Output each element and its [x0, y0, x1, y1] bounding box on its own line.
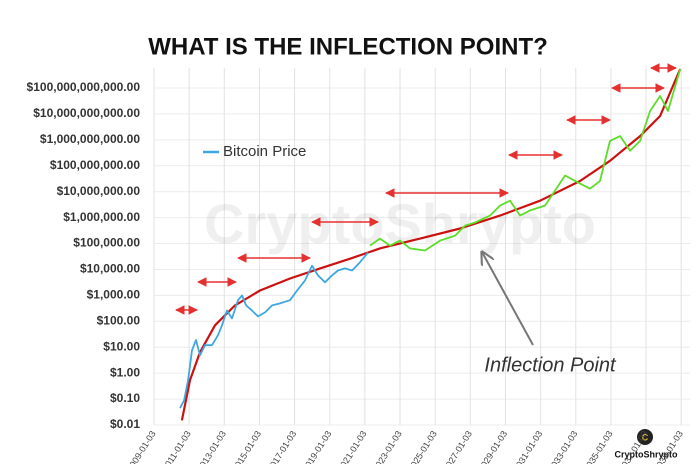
y-tick-label: $1,000.00: [87, 288, 141, 302]
y-tick-label: $10.00: [103, 339, 140, 353]
y-tick-label: $10,000,000.00: [57, 184, 141, 198]
y-tick-label: $100,000.00: [73, 236, 140, 250]
x-tick-label: 2013-01-03: [195, 429, 228, 464]
series-line: [179, 251, 369, 409]
x-tick-label: 2035-01-03: [582, 429, 615, 464]
plot: [179, 68, 682, 421]
grid: [153, 68, 690, 426]
annotation-arrow: [482, 252, 534, 346]
x-tick-label: 2027-01-03: [441, 429, 474, 464]
chart-title: WHAT IS THE INFLECTION POINT?: [148, 33, 548, 60]
x-tick-label: 2009-01-03: [125, 429, 158, 464]
y-tick-label: $100,000,000.00: [50, 158, 140, 172]
y-tick-label: $100,000,000,000.00: [27, 80, 141, 94]
series-line: [369, 68, 682, 252]
x-tick-label: 2025-01-03: [406, 429, 439, 464]
y-tick-label: $0.01: [110, 417, 140, 431]
legend-label: Bitcoin Price: [223, 143, 306, 160]
y-tick-label: $0.10: [110, 391, 140, 405]
y-tick-label: $1.00: [110, 365, 140, 379]
y-tick-label: $10,000,000,000.00: [33, 106, 140, 120]
x-tick-label: 2017-01-03: [265, 429, 298, 464]
series-line: [180, 68, 682, 421]
x-tick-label: 2039-01-03: [652, 429, 685, 464]
y-tick-label: $1,000,000,000.00: [40, 132, 140, 146]
logo-glyph: C: [642, 432, 649, 442]
x-tick-label: 2023-01-03: [371, 429, 404, 464]
logo: C CryptoShrypto: [615, 429, 679, 459]
y-tick-label: $100.00: [97, 313, 141, 327]
x-tick-label: 2033-01-03: [547, 429, 580, 464]
x-tick-label: 2015-01-03: [230, 429, 263, 464]
y-tick-label: $10,000.00: [80, 262, 140, 276]
x-tick-label: 2031-01-03: [511, 429, 544, 464]
annotation: Inflection Point: [484, 354, 617, 376]
cycle-arrows: [175, 63, 677, 315]
x-tick-label: 2019-01-03: [301, 429, 334, 464]
x-tick-label: 2029-01-03: [476, 429, 509, 464]
y-tick-label: $1,000,000.00: [63, 210, 140, 224]
logo-icon: [637, 429, 653, 445]
x-tick-label: 2011-01-03: [160, 429, 193, 464]
logo-text: CryptoShrypto: [615, 449, 679, 459]
x-tick-label: 2021-01-03: [336, 429, 369, 464]
